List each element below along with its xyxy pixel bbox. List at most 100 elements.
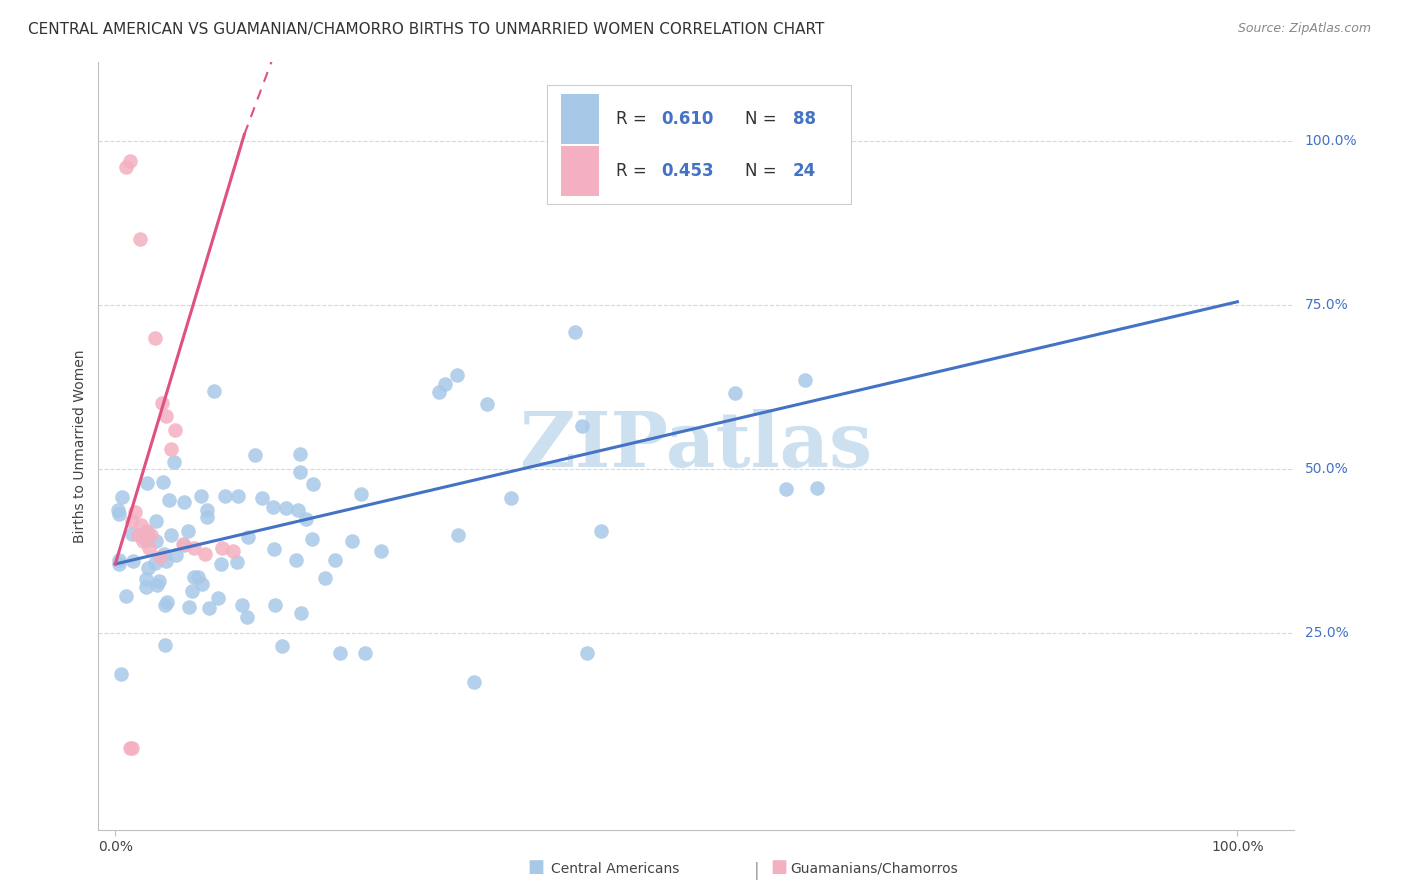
Point [263,542,285,557]
Point [129,517,152,532]
Point [111,490,134,504]
Point [179,600,201,615]
Point [288,447,311,461]
Point [350,487,373,501]
Point [143,331,166,345]
Point [177,524,200,538]
Point [135,524,157,539]
Point [187,570,209,584]
Point [173,538,195,552]
Point [271,639,294,653]
Point [207,591,229,605]
Text: Central Americans: Central Americans [551,862,679,876]
Point [118,740,141,755]
Text: 50.0%: 50.0% [1305,462,1348,476]
FancyBboxPatch shape [547,86,852,204]
Text: |: | [754,862,759,880]
Point [136,476,159,491]
Point [370,544,392,558]
Point [226,555,249,569]
Point [354,646,377,660]
Point [427,385,450,400]
Point [195,502,218,516]
Point [288,465,311,479]
Point [323,553,346,567]
Point [153,638,176,652]
Point [129,232,152,246]
Point [564,325,586,339]
Point [141,527,163,541]
Point [250,491,273,505]
Text: Source: ZipAtlas.com: Source: ZipAtlas.com [1237,22,1371,36]
Point [115,589,138,603]
Text: 88: 88 [793,110,815,128]
Point [110,667,132,681]
Point [499,491,522,505]
Point [121,740,143,755]
Point [198,600,221,615]
Point [214,489,236,503]
Point [115,161,138,175]
Point [211,541,233,555]
Point [108,507,131,521]
Point [156,595,179,609]
Text: 100.0%: 100.0% [1305,134,1357,148]
Point [138,541,160,555]
Text: ZIPatlas: ZIPatlas [519,409,873,483]
Point [118,153,141,168]
Point [149,550,172,565]
Text: CENTRAL AMERICAN VS GUAMANIAN/CHAMORRO BIRTHS TO UNMARRIED WOMEN CORRELATION CHA: CENTRAL AMERICAN VS GUAMANIAN/CHAMORRO B… [28,22,824,37]
Point [160,527,183,541]
Point [136,561,159,575]
Point [153,598,176,612]
Point [157,493,180,508]
Point [447,527,470,541]
Point [163,455,186,469]
Y-axis label: Births to Unmarried Women: Births to Unmarried Women [73,350,87,542]
Point [121,527,143,541]
Point [145,514,167,528]
Text: R =: R = [616,110,652,128]
Point [263,599,285,613]
Text: 0.610: 0.610 [661,110,714,128]
Point [287,502,309,516]
Point [231,598,253,612]
Point [236,530,259,544]
Point [135,572,157,586]
Point [463,675,485,690]
Point [194,547,217,561]
Point [571,418,593,433]
Point [446,368,468,382]
FancyBboxPatch shape [561,146,599,196]
Point [302,477,325,491]
Text: Guamanians/Chamorros: Guamanians/Chamorros [790,862,957,876]
Text: 25.0%: 25.0% [1305,626,1348,640]
Point [794,373,817,387]
Point [135,533,157,547]
Point [180,584,202,599]
Point [143,556,166,570]
Point [575,646,598,660]
Point [314,571,336,585]
Point [145,533,167,548]
Point [340,533,363,548]
Point [165,548,187,562]
Point [155,554,177,568]
Text: ■: ■ [527,858,544,876]
Point [172,537,194,551]
Text: R =: R = [616,162,652,180]
Text: ■: ■ [770,858,787,876]
Point [107,502,129,516]
Point [152,475,174,490]
Point [295,512,318,526]
Point [145,578,167,592]
Text: N =: N = [745,162,782,180]
Point [124,505,146,519]
Point [775,482,797,496]
Point [724,385,747,400]
Point [589,524,612,538]
Point [132,534,155,549]
Point [202,384,225,398]
Point [475,397,498,411]
Point [222,544,245,558]
